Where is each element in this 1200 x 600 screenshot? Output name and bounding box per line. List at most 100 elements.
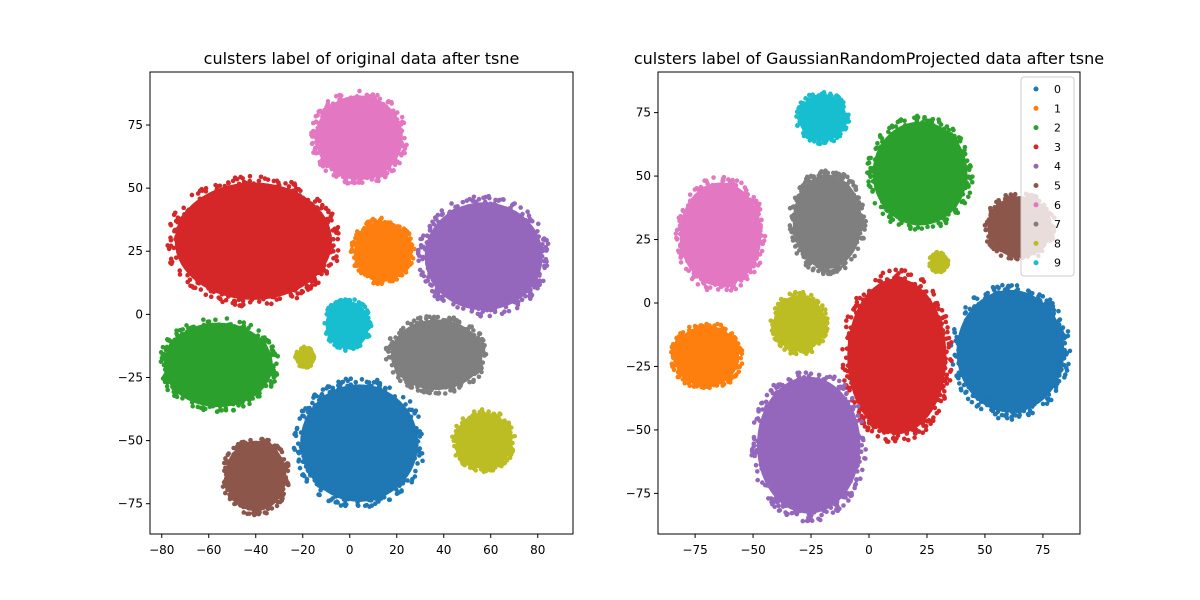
right-cluster-3-point bbox=[854, 295, 859, 301]
left-cluster-1-point bbox=[388, 220, 393, 225]
right-cluster-3-point bbox=[947, 378, 953, 383]
right-cluster-1-point bbox=[698, 323, 703, 328]
right-cluster-2-point bbox=[959, 163, 965, 169]
right-cluster-4-point bbox=[856, 455, 862, 460]
left-cluster-4-point bbox=[416, 258, 421, 264]
right-cluster-4-point bbox=[786, 382, 792, 387]
left-cluster-8-point bbox=[496, 415, 501, 420]
right-cluster-1-point bbox=[733, 336, 738, 341]
right-cluster-6-point bbox=[686, 268, 691, 274]
right-cluster-4-point bbox=[766, 477, 772, 482]
left-cluster-8-point bbox=[506, 450, 511, 456]
left-cluster-4-point bbox=[415, 247, 421, 253]
right-cluster-5-point bbox=[988, 228, 993, 233]
left-cluster-6-point bbox=[390, 155, 396, 161]
left-cluster-2-point bbox=[165, 387, 170, 393]
right-cluster-3-point bbox=[897, 276, 902, 282]
left-cluster-3-point bbox=[232, 175, 238, 180]
left-cluster-3-point bbox=[236, 182, 242, 188]
right-cluster-0-point bbox=[954, 334, 959, 340]
right-cluster-0-point bbox=[998, 402, 1003, 407]
right-cluster-1-point bbox=[716, 327, 722, 333]
left-scatter-panel: culsters label of original data after ts… bbox=[118, 49, 574, 557]
right-cluster-1-point bbox=[734, 364, 740, 370]
right-cluster-2-point bbox=[965, 194, 971, 200]
legend-marker-2 bbox=[1033, 125, 1039, 131]
left-cluster-4-point bbox=[543, 256, 549, 262]
left-cluster-4-core bbox=[424, 202, 543, 311]
left-cluster-0-point bbox=[345, 378, 351, 384]
right-cluster-1-point bbox=[691, 384, 697, 389]
left-cluster-4-point bbox=[422, 247, 428, 252]
right-cluster-7-point bbox=[841, 263, 846, 268]
legend-label-1: 1 bbox=[1054, 102, 1061, 115]
left-cluster-2-point bbox=[169, 372, 174, 378]
right-cluster-0-point bbox=[995, 415, 1001, 421]
right-cluster-3-point bbox=[921, 279, 927, 284]
left-cluster-4-point bbox=[501, 197, 506, 202]
left-cluster-3-point bbox=[334, 258, 340, 264]
left-cluster-2-point bbox=[231, 407, 236, 413]
left-cluster-0-point bbox=[307, 459, 313, 464]
left-cluster-0-point bbox=[301, 408, 306, 414]
right-cluster-0-point bbox=[1017, 412, 1022, 418]
right-cluster-7-point bbox=[857, 231, 863, 236]
left-cluster-0-point bbox=[298, 444, 304, 450]
right-cluster-2-point bbox=[952, 202, 958, 208]
left-cluster-4-point bbox=[504, 297, 510, 303]
left-cluster-7-point bbox=[424, 314, 429, 319]
left-cluster-8-point bbox=[499, 459, 504, 465]
right-cluster-1-point bbox=[675, 369, 681, 375]
legend-label-3: 3 bbox=[1054, 141, 1061, 154]
left-cluster-0-point bbox=[361, 384, 366, 390]
right-cluster-3-point bbox=[920, 430, 926, 436]
left-cluster-0-point bbox=[345, 383, 350, 389]
left-cluster-3-point bbox=[256, 182, 262, 187]
right-cluster-1-point bbox=[739, 361, 745, 366]
left-cluster-0-point bbox=[416, 414, 421, 419]
left-cluster-0-point bbox=[324, 395, 330, 401]
left-cluster-7-point bbox=[396, 372, 402, 378]
right-cluster-7-point bbox=[842, 172, 847, 178]
left-cluster-6-point bbox=[379, 172, 384, 177]
right-cluster-0-point bbox=[985, 290, 990, 296]
left-cluster-8-point bbox=[298, 346, 304, 352]
left-cluster-3-point bbox=[288, 292, 294, 297]
right-cluster-0-point bbox=[961, 382, 967, 388]
left-cluster-3-point bbox=[199, 186, 204, 192]
left-cluster-4-point bbox=[439, 208, 445, 213]
left-cluster-5-point bbox=[241, 510, 247, 515]
right-cluster-3-point bbox=[944, 372, 950, 378]
left-cluster-4-point bbox=[520, 291, 526, 297]
left-cluster-0-point bbox=[353, 379, 359, 385]
right-cluster-5-point bbox=[995, 202, 1001, 208]
right-cluster-9-point bbox=[809, 96, 815, 102]
left-cluster-4-point bbox=[469, 309, 475, 314]
left-cluster-0-point bbox=[387, 483, 393, 489]
left-cluster-4-point bbox=[425, 266, 431, 271]
left-cluster-5-point bbox=[280, 465, 285, 470]
right-cluster-4-point bbox=[852, 485, 857, 491]
left-cluster-0-point bbox=[348, 492, 354, 498]
left-cluster-0-point bbox=[408, 414, 414, 420]
right-cluster-2-point bbox=[914, 118, 920, 124]
right-cluster-3-point bbox=[842, 378, 847, 383]
left-cluster-3-point bbox=[323, 231, 329, 236]
left-cluster-6-point bbox=[313, 135, 319, 140]
right-cluster-7-point bbox=[826, 176, 832, 182]
right-cluster-0-point bbox=[1050, 301, 1055, 306]
right-cluster-2-point bbox=[962, 200, 968, 206]
right-cluster-6-point bbox=[721, 175, 726, 181]
right-cluster-0-point bbox=[1046, 385, 1052, 390]
left-cluster-7-point bbox=[447, 317, 452, 323]
right-cluster-0-point bbox=[1053, 331, 1058, 337]
right-cluster-3-point bbox=[880, 428, 886, 433]
legend-label-2: 2 bbox=[1054, 122, 1061, 135]
left-x-tick-label: −80 bbox=[149, 543, 174, 557]
right-cluster-4-point bbox=[855, 403, 861, 409]
right-cluster-2-point bbox=[899, 220, 904, 226]
right-cluster-0-point bbox=[996, 285, 1001, 291]
right-cluster-2-point bbox=[888, 219, 893, 225]
right-cluster-7-point bbox=[792, 221, 798, 226]
left-cluster-4-point bbox=[465, 204, 471, 209]
